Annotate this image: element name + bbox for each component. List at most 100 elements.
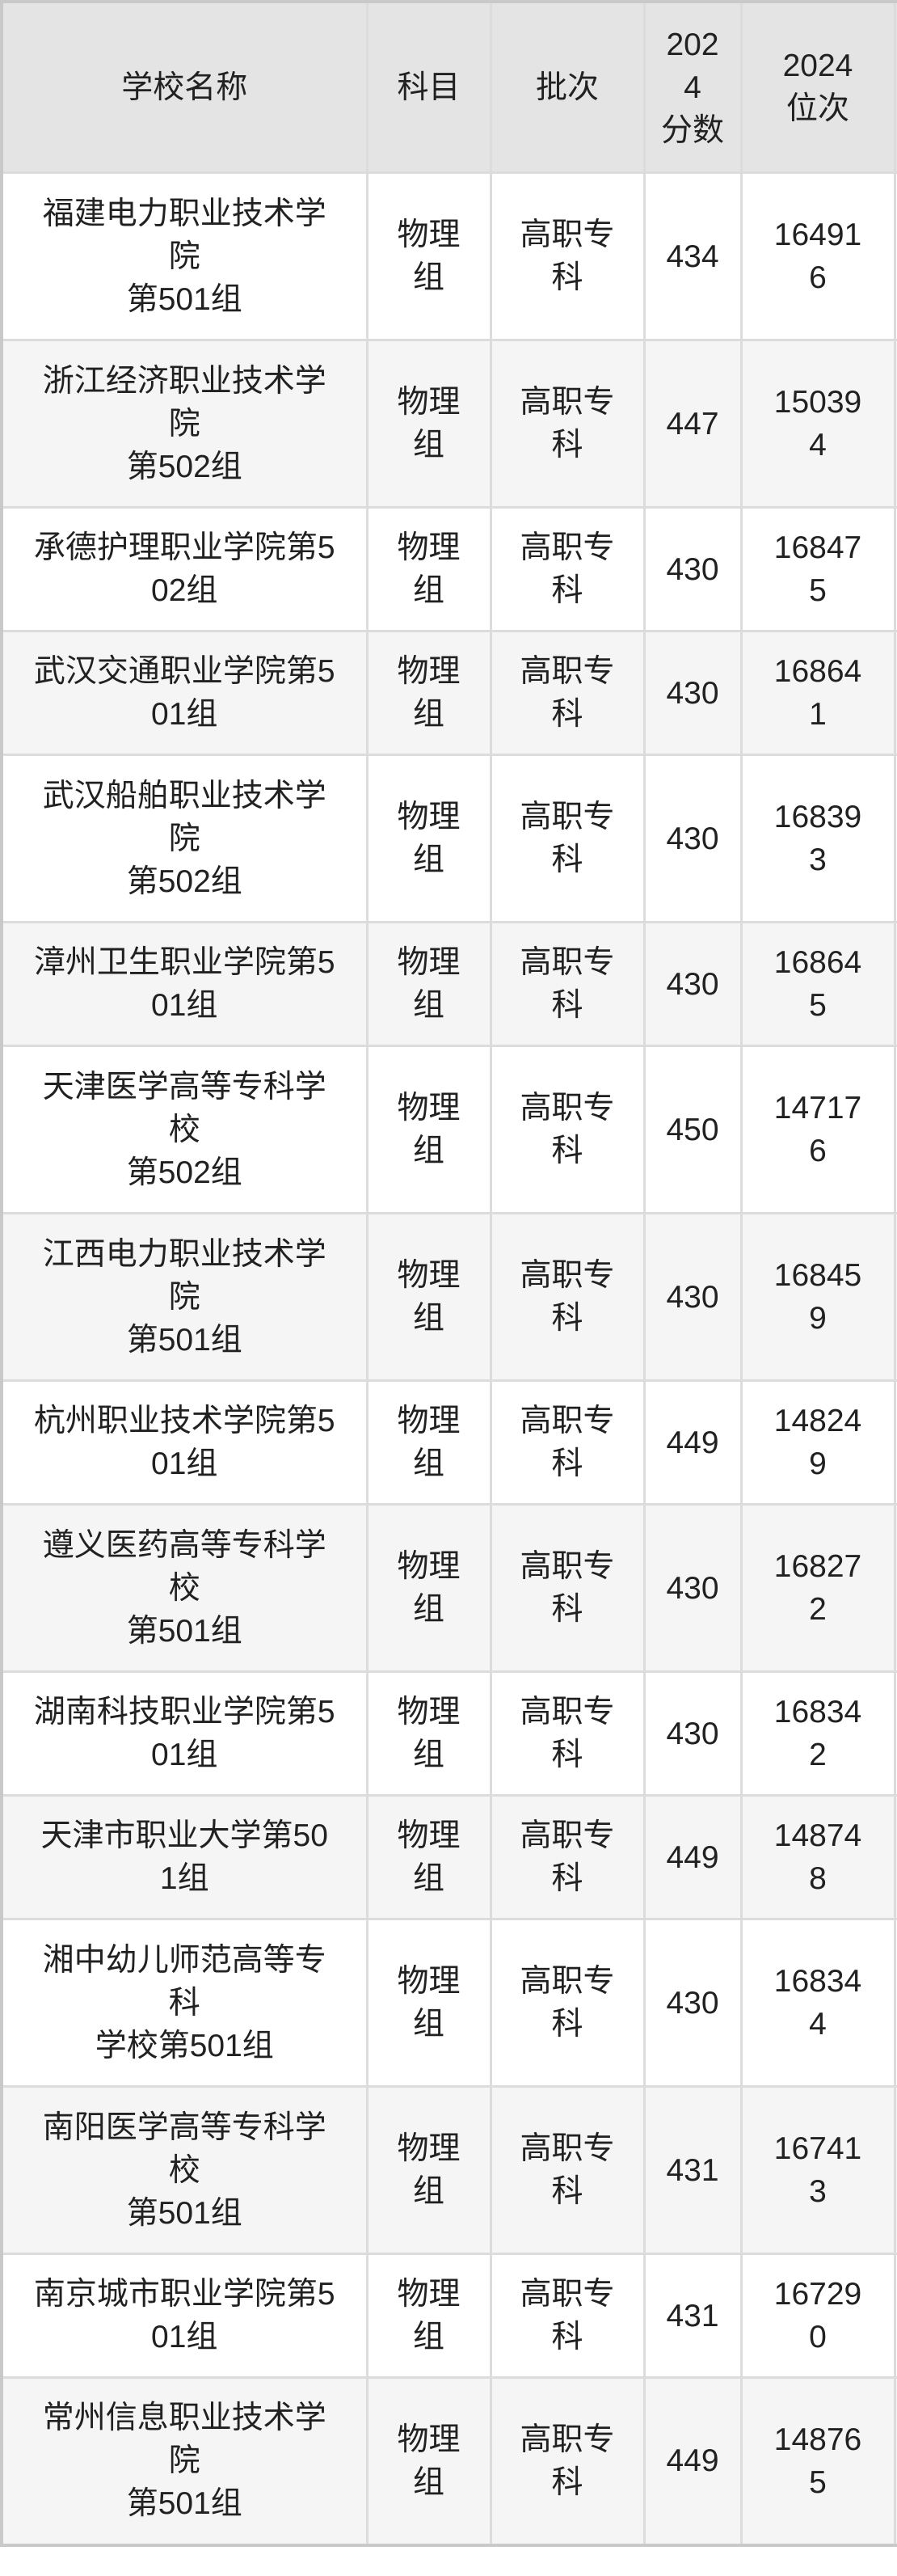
table-row: 武汉船舶职业技术学 院 第502组 物理 组 高职专 科 430 16839 3: [0, 754, 897, 923]
rank-cell: 16729 0: [739, 2253, 896, 2379]
batch-cell: 高职专 科: [489, 1045, 646, 1214]
batch-cell: 高职专 科: [489, 1794, 646, 1920]
table-row: 天津医学高等专科学 校 第502组 物理 组 高职专 科 450 14717 6: [0, 1045, 897, 1214]
score-cell: 430: [642, 630, 743, 756]
school-cell: 江西电力职业技术学 院 第501组: [0, 1212, 368, 1382]
school-cell: 天津市职业大学第50 1组: [0, 1794, 368, 1920]
school-cell: 承德护理职业学院第5 02组: [0, 506, 368, 632]
table-row: 江西电力职业技术学 院 第501组 物理 组 高职专 科 430 16845 9: [0, 1212, 897, 1382]
score-cell: 430: [642, 506, 743, 632]
subject-cell: 物理 组: [365, 1212, 492, 1382]
clipped-cell: [893, 1670, 897, 1797]
clipped-cell: [893, 339, 897, 509]
score-cell: 431: [642, 2085, 743, 2255]
subject-cell: 物理 组: [365, 506, 492, 632]
score-cell: 430: [642, 1918, 743, 2088]
subject-cell: 物理 组: [365, 339, 492, 509]
school-cell: 浙江经济职业技术学 院 第502组: [0, 339, 368, 509]
school-cell: 遵义医药高等专科学 校 第501组: [0, 1503, 368, 1673]
batch-cell: 高职专 科: [489, 1379, 646, 1505]
school-cell: 天津医学高等专科学 校 第502组: [0, 1045, 368, 1214]
school-cell: 武汉交通职业学院第5 01组: [0, 630, 368, 756]
batch-cell: 高职专 科: [489, 2085, 646, 2255]
subject-cell: 物理 组: [365, 1045, 492, 1214]
table-row: 杭州职业技术学院第5 01组 物理 组 高职专 科 449 14824 9: [0, 1379, 897, 1505]
rank-cell: 16834 2: [739, 1670, 896, 1797]
rank-cell: 16845 9: [739, 1212, 896, 1382]
rank-cell: 14824 9: [739, 1379, 896, 1505]
rank-cell: 16827 2: [739, 1503, 896, 1673]
school-cell: 福建电力职业技术学 院 第501组: [0, 171, 368, 341]
score-cell: 449: [642, 1379, 743, 1505]
column-header-clipped: [893, 0, 897, 174]
rank-cell: 16847 5: [739, 506, 896, 632]
score-cell: 430: [642, 921, 743, 1047]
school-cell: 南阳医学高等专科学 校 第501组: [0, 2085, 368, 2255]
table-row: 常州信息职业技术学 院 第501组 物理 组 高职专 科 449 14876 5: [0, 2376, 897, 2546]
subject-cell: 物理 组: [365, 2253, 492, 2379]
subject-cell: 物理 组: [365, 630, 492, 756]
column-header-batch: 批次: [489, 0, 646, 174]
rank-cell: 16839 3: [739, 754, 896, 923]
subject-cell: 物理 组: [365, 2376, 492, 2546]
batch-cell: 高职专 科: [489, 921, 646, 1047]
subject-cell: 物理 组: [365, 754, 492, 923]
score-cell: 450: [642, 1045, 743, 1214]
clipped-cell: [893, 921, 897, 1047]
header-row: 学校名称 科目 批次 202 4 分数 2024 位次: [0, 0, 897, 174]
score-cell: 447: [642, 339, 743, 509]
score-cell: 449: [642, 2376, 743, 2546]
score-cell: 430: [642, 1503, 743, 1673]
clipped-cell: [893, 1045, 897, 1214]
score-cell: 430: [642, 1670, 743, 1797]
batch-cell: 高职专 科: [489, 1670, 646, 1797]
clipped-cell: [893, 1918, 897, 2088]
school-cell: 湘中幼儿师范高等专 科 学校第501组: [0, 1918, 368, 2088]
school-cell: 杭州职业技术学院第5 01组: [0, 1379, 368, 1505]
table-body: 福建电力职业技术学 院 第501组 物理 组 高职专 科 434 16491 6…: [0, 171, 897, 2546]
rank-cell: 16864 1: [739, 630, 896, 756]
clipped-cell: [893, 754, 897, 923]
table-row: 承德护理职业学院第5 02组 物理 组 高职专 科 430 16847 5: [0, 506, 897, 632]
rank-cell: 14874 8: [739, 1794, 896, 1920]
batch-cell: 高职专 科: [489, 2376, 646, 2546]
table-row: 武汉交通职业学院第5 01组 物理 组 高职专 科 430 16864 1: [0, 630, 897, 756]
subject-cell: 物理 组: [365, 1503, 492, 1673]
batch-cell: 高职专 科: [489, 2253, 646, 2379]
subject-cell: 物理 组: [365, 171, 492, 341]
clipped-cell: [893, 171, 897, 341]
clipped-cell: [893, 2085, 897, 2255]
subject-cell: 物理 组: [365, 1379, 492, 1505]
rank-cell: 16491 6: [739, 171, 896, 341]
clipped-cell: [893, 1212, 897, 1382]
table-row: 湖南科技职业学院第5 01组 物理 组 高职专 科 430 16834 2: [0, 1670, 897, 1797]
clipped-cell: [893, 506, 897, 632]
table-row: 遵义医药高等专科学 校 第501组 物理 组 高职专 科 430 16827 2: [0, 1503, 897, 1673]
score-cell: 430: [642, 1212, 743, 1382]
clipped-cell: [893, 630, 897, 756]
batch-cell: 高职专 科: [489, 339, 646, 509]
subject-cell: 物理 组: [365, 1918, 492, 2088]
table-row: 天津市职业大学第50 1组 物理 组 高职专 科 449 14874 8: [0, 1794, 897, 1920]
batch-cell: 高职专 科: [489, 1918, 646, 2088]
score-cell: 431: [642, 2253, 743, 2379]
table-row: 南阳医学高等专科学 校 第501组 物理 组 高职专 科 431 16741 3: [0, 2085, 897, 2255]
clipped-cell: [893, 1503, 897, 1673]
school-cell: 武汉船舶职业技术学 院 第502组: [0, 754, 368, 923]
table-header: 学校名称 科目 批次 202 4 分数 2024 位次: [0, 0, 897, 174]
table-row: 湘中幼儿师范高等专 科 学校第501组 物理 组 高职专 科 430 16834…: [0, 1918, 897, 2088]
school-cell: 湖南科技职业学院第5 01组: [0, 1670, 368, 1797]
rank-cell: 15039 4: [739, 339, 896, 509]
table-row: 漳州卫生职业学院第5 01组 物理 组 高职专 科 430 16864 5: [0, 921, 897, 1047]
table-row: 浙江经济职业技术学 院 第502组 物理 组 高职专 科 447 15039 4: [0, 339, 897, 509]
rank-cell: 14717 6: [739, 1045, 896, 1214]
column-header-school: 学校名称: [0, 0, 368, 174]
clipped-cell: [893, 2376, 897, 2546]
table-row: 福建电力职业技术学 院 第501组 物理 组 高职专 科 434 16491 6: [0, 171, 897, 341]
batch-cell: 高职专 科: [489, 754, 646, 923]
score-cell: 449: [642, 1794, 743, 1920]
batch-cell: 高职专 科: [489, 630, 646, 756]
clipped-cell: [893, 2253, 897, 2379]
